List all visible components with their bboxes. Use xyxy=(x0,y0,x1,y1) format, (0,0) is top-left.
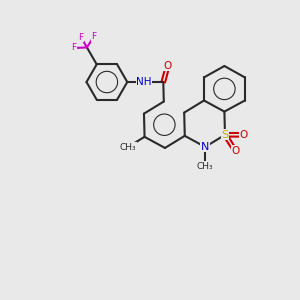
Text: O: O xyxy=(240,130,248,140)
Text: F: F xyxy=(91,32,96,41)
Text: NH: NH xyxy=(136,77,152,87)
Text: O: O xyxy=(231,146,239,156)
Text: S: S xyxy=(221,130,229,140)
Text: F: F xyxy=(78,33,83,42)
Text: CH₃: CH₃ xyxy=(120,142,136,152)
Text: N: N xyxy=(201,142,209,152)
Text: O: O xyxy=(164,61,172,70)
Text: CH₃: CH₃ xyxy=(197,162,214,171)
Text: F: F xyxy=(71,44,76,52)
